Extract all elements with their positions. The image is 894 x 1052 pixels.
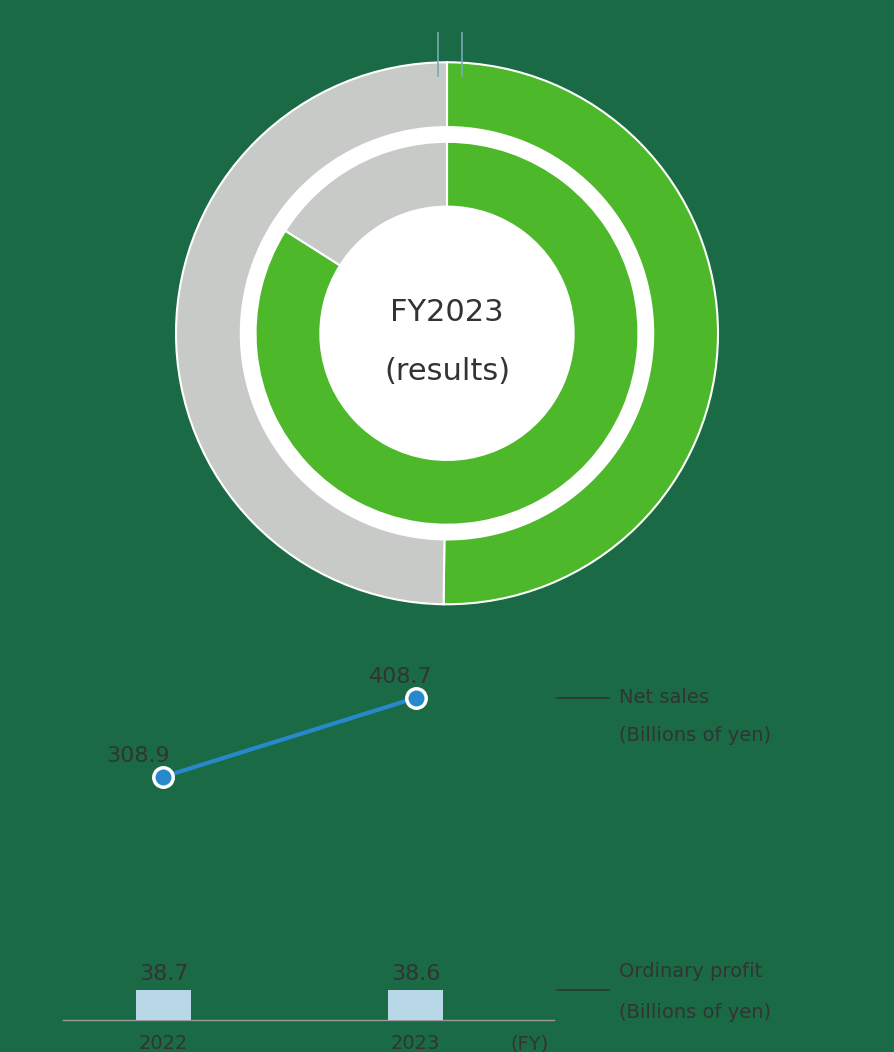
Wedge shape	[285, 142, 447, 265]
Circle shape	[240, 127, 654, 540]
Wedge shape	[256, 142, 638, 525]
Text: (Billions of yen): (Billions of yen)	[619, 726, 771, 746]
Wedge shape	[176, 62, 447, 604]
Text: (Billions of yen): (Billions of yen)	[619, 1004, 771, 1023]
Text: (results): (results)	[384, 357, 510, 386]
Wedge shape	[443, 62, 718, 604]
Text: 38.6: 38.6	[391, 964, 440, 984]
Text: Ordinary profit: Ordinary profit	[619, 962, 762, 980]
Bar	[388, 990, 443, 1020]
Wedge shape	[285, 142, 447, 265]
Text: 38.7: 38.7	[139, 964, 188, 984]
Text: 308.9: 308.9	[106, 746, 170, 766]
Circle shape	[320, 206, 574, 460]
Text: Net sales: Net sales	[619, 688, 709, 708]
Text: FY2023: FY2023	[390, 298, 504, 327]
Wedge shape	[256, 142, 638, 525]
Text: 408.7: 408.7	[368, 667, 433, 687]
Bar	[136, 990, 191, 1020]
